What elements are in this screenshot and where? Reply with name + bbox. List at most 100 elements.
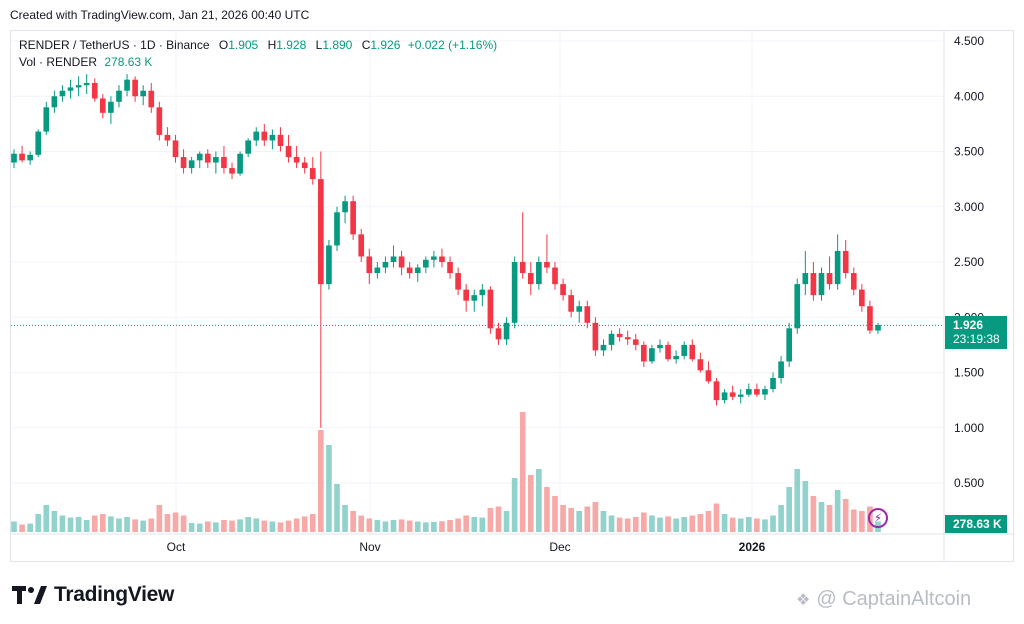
volume-bar [318, 430, 324, 532]
tradingview-mark-icon [12, 586, 47, 604]
volume-bar [51, 511, 58, 532]
candle-body [721, 392, 728, 401]
chart-frame[interactable] [10, 30, 1014, 562]
volume-bar [552, 496, 558, 532]
volume-bar [164, 514, 171, 532]
candle-body [737, 394, 744, 397]
volume-bar [91, 515, 98, 532]
candle-body [293, 157, 300, 163]
volume-bar [132, 519, 138, 532]
volume-bar [229, 520, 235, 532]
candle-body [67, 87, 74, 91]
candle-body [834, 250, 841, 285]
volume-bar [511, 478, 518, 532]
volume-bar [536, 469, 542, 532]
candle-body [697, 359, 704, 371]
candle-body [188, 160, 195, 169]
volume-bar [213, 522, 219, 532]
chart-legend: RENDER / TetherUS · 1D · Binance O1.905 … [19, 37, 497, 71]
volume-bars [11, 412, 881, 532]
candle-body [762, 389, 768, 395]
candle-body [414, 267, 421, 274]
candle-body [91, 82, 98, 99]
candle-body [463, 289, 470, 301]
lightning-icon[interactable]: ⚡ [868, 508, 888, 528]
volume-bar [794, 469, 801, 532]
candle-body [624, 337, 631, 340]
candle-body [536, 262, 542, 285]
candle-body [156, 107, 163, 135]
volume-bar [358, 515, 365, 532]
candle-body [51, 96, 58, 108]
volume-bar [398, 519, 405, 532]
volume-bar [834, 490, 841, 532]
volume-bar [148, 518, 155, 532]
volume-bar [124, 517, 130, 532]
volume-bar [245, 517, 251, 532]
candle-body [479, 289, 486, 296]
candle-body [269, 134, 276, 141]
candle-body [261, 131, 268, 141]
candle-body [83, 82, 90, 86]
candle-body [818, 273, 825, 296]
candle-body [277, 134, 284, 146]
candle-body [729, 392, 736, 397]
candle-body [301, 162, 308, 169]
candle-body [802, 273, 809, 285]
volume-bar [632, 517, 639, 532]
volume-bar [729, 517, 736, 532]
candle-body [35, 131, 42, 155]
volume-bar [221, 520, 227, 532]
volume-bar [108, 516, 114, 532]
volume-bar [737, 518, 744, 532]
volume-bar [503, 511, 510, 532]
candle-body [511, 262, 518, 323]
volume-bar [810, 496, 817, 532]
y-tick-label: 4.500 [954, 34, 984, 48]
candle-body [544, 262, 550, 268]
candle-body [180, 157, 187, 169]
candle-body [350, 201, 356, 235]
candle-body [810, 273, 817, 296]
volume-bar [19, 524, 25, 532]
candle-body [649, 348, 655, 362]
volume-bar [786, 487, 793, 532]
volume-bar [818, 502, 825, 532]
volume-value: 278.63 K [104, 55, 153, 69]
volume-bar [447, 520, 453, 532]
volume-bar [471, 517, 478, 532]
candle-body [309, 168, 316, 180]
candle-body [406, 267, 413, 274]
candle-body [213, 157, 219, 163]
candle-body [204, 153, 211, 163]
candle-body [592, 322, 599, 351]
volume-bar [826, 505, 833, 532]
candle-body [641, 344, 647, 362]
candle-body [398, 256, 405, 268]
candle-body [527, 273, 534, 285]
candle-body [770, 378, 776, 390]
volume-label[interactable]: Vol · RENDER [19, 55, 98, 69]
candle-body [374, 267, 381, 274]
candle-body [19, 153, 25, 161]
candle-body [560, 284, 566, 296]
time-axis: Oct Nov Dec 2026 [167, 540, 766, 554]
close-value: 1.926 [370, 38, 401, 52]
volume-bar [253, 518, 260, 532]
candle-body [431, 256, 437, 260]
open-value: 1.905 [228, 38, 259, 52]
candle-body [778, 361, 784, 379]
x-tick-label: 2026 [739, 540, 766, 554]
y-tick-label: 0.500 [954, 476, 984, 490]
y-tick-label: 1.500 [954, 366, 984, 380]
volume-bar [754, 518, 760, 532]
candle-body [568, 295, 574, 312]
volume-bar [99, 514, 106, 532]
candle-body [285, 145, 292, 158]
volume-bar [350, 511, 356, 532]
candle-body [705, 370, 712, 382]
candle-body [713, 381, 720, 401]
symbol-label[interactable]: RENDER / TetherUS · 1D · Binance [19, 38, 210, 52]
candle-body [584, 306, 591, 323]
